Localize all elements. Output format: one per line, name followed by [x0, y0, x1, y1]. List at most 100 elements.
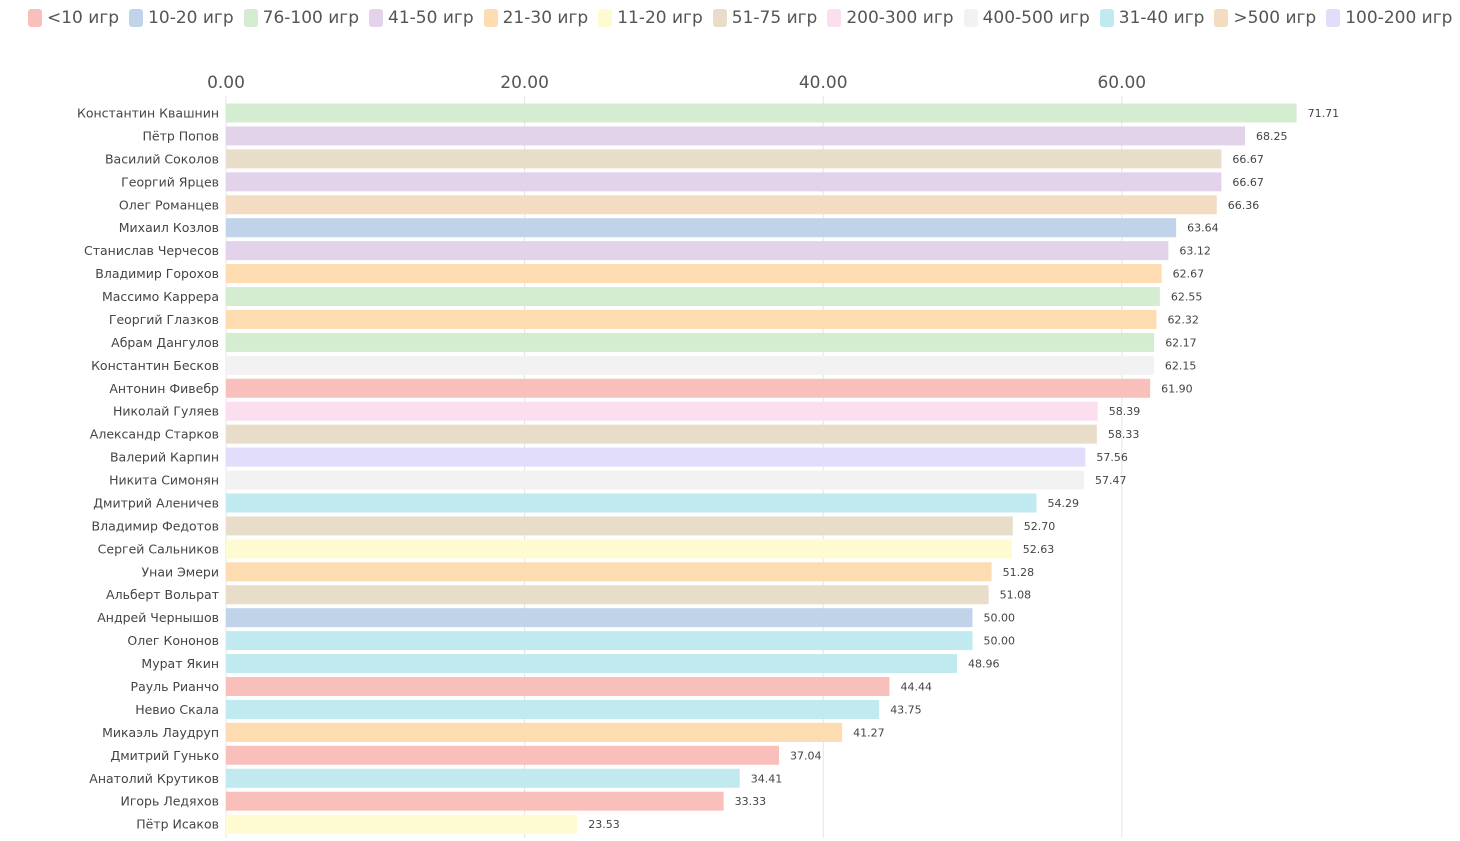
- bar[interactable]: [226, 287, 1160, 307]
- bar[interactable]: [226, 149, 1222, 169]
- category-label: Дмитрий Аленичев: [93, 495, 219, 510]
- category-label: Рауль Рианчо: [131, 679, 219, 694]
- legend-item[interactable]: 400-500 игр: [963, 8, 1090, 28]
- legend-item[interactable]: 41-50 игр: [369, 8, 474, 28]
- category-label: Владимир Горохов: [95, 266, 219, 281]
- legend-item[interactable]: 76-100 игр: [243, 8, 360, 28]
- category-label: Никита Симонян: [109, 473, 219, 488]
- bar[interactable]: [226, 241, 1169, 261]
- category-label: Антонин Фивебр: [109, 381, 219, 396]
- bar[interactable]: [226, 218, 1177, 238]
- x-tick-label: 20.00: [500, 73, 549, 93]
- legend-label: <10 игр: [47, 8, 120, 28]
- bar[interactable]: [226, 562, 992, 582]
- bar[interactable]: [226, 264, 1162, 284]
- chart-legend: <10 игр 10-20 игр 76-100 игр 41-50 игр 21-30…: [28, 8, 1460, 28]
- bar[interactable]: [226, 631, 973, 651]
- legend-item[interactable]: 51-75 игр: [712, 8, 818, 28]
- bar[interactable]: [226, 677, 890, 696]
- category-label: Унаи Эмери: [142, 564, 219, 579]
- value-label: 58.33: [1108, 428, 1140, 441]
- category-label: Абрам Дангулов: [111, 335, 219, 350]
- legend-label: 41-50 игр: [388, 8, 474, 28]
- bar[interactable]: [226, 585, 989, 605]
- category-label: Георгий Глазков: [109, 312, 219, 327]
- legend-item[interactable]: 11-20 игр: [598, 8, 703, 28]
- value-label: 52.70: [1024, 520, 1056, 533]
- legend-item[interactable]: 10-20 игр: [129, 8, 234, 28]
- value-label: 41.27: [853, 726, 885, 739]
- x-tick-label: 0.00: [207, 73, 245, 93]
- value-label: 63.12: [1179, 245, 1211, 258]
- legend-label: 400-500 игр: [982, 8, 1090, 28]
- legend-label: 76-100 игр: [262, 8, 360, 28]
- bar[interactable]: [226, 172, 1222, 192]
- value-label: 66.67: [1232, 176, 1264, 189]
- category-label: Михаил Козлов: [119, 220, 219, 235]
- value-label: 66.36: [1228, 199, 1260, 212]
- category-label: Пётр Попов: [142, 128, 219, 143]
- category-label: Валерий Карпин: [110, 450, 219, 465]
- category-label: Пётр Исаков: [136, 817, 219, 832]
- category-label: Николай Гуляев: [113, 404, 219, 419]
- bar[interactable]: [226, 309, 1157, 329]
- bar[interactable]: [226, 103, 1297, 123]
- legend-item[interactable]: 21-30 игр: [483, 8, 588, 28]
- x-tick-label: 40.00: [799, 73, 848, 93]
- bar[interactable]: [226, 470, 1085, 490]
- bar[interactable]: [226, 654, 957, 674]
- value-label: 63.64: [1187, 222, 1219, 235]
- bar[interactable]: [226, 699, 880, 719]
- bar[interactable]: [226, 355, 1154, 375]
- bar[interactable]: [226, 447, 1086, 467]
- value-label: 68.25: [1256, 130, 1288, 143]
- legend-item[interactable]: 100-200 игр: [1326, 8, 1452, 28]
- legend-swatch: [827, 9, 842, 27]
- legend-item[interactable]: 31-40 игр: [1099, 8, 1204, 28]
- bar[interactable]: [226, 401, 1098, 421]
- value-label: 33.33: [735, 795, 767, 808]
- bar[interactable]: [226, 493, 1037, 513]
- bar[interactable]: [226, 195, 1217, 215]
- legend-swatch: [1214, 9, 1229, 27]
- bar[interactable]: [226, 126, 1245, 146]
- category-label: Василий Соколов: [105, 151, 219, 166]
- value-label: 62.67: [1173, 268, 1205, 281]
- bar[interactable]: [226, 424, 1097, 444]
- legend-swatch: [598, 9, 613, 27]
- legend-label: 10-20 игр: [148, 8, 234, 28]
- category-label: Сергей Сальников: [98, 541, 219, 556]
- category-label: Мурат Якин: [141, 656, 219, 671]
- category-label: Станислав Черчесов: [84, 243, 219, 258]
- category-label: Владимир Федотов: [92, 518, 220, 533]
- legend-swatch: [1326, 9, 1341, 27]
- category-label: Константин Квашнин: [77, 106, 219, 121]
- bar[interactable]: [226, 768, 740, 788]
- legend-swatch: [369, 9, 384, 27]
- bar[interactable]: [226, 722, 843, 742]
- bar[interactable]: [226, 378, 1151, 398]
- value-label: 62.32: [1167, 313, 1199, 326]
- bar[interactable]: [226, 516, 1013, 536]
- bar[interactable]: [226, 332, 1155, 352]
- bar[interactable]: [226, 791, 724, 811]
- legend-label: 51-75 игр: [731, 8, 818, 28]
- bar[interactable]: [226, 539, 1012, 559]
- legend-label: 200-300 игр: [846, 8, 954, 28]
- legend-label: >500 игр: [1233, 8, 1317, 28]
- legend-label: 11-20 игр: [617, 8, 703, 28]
- value-label: 50.00: [984, 635, 1016, 648]
- legend-item[interactable]: <10 игр: [28, 8, 119, 28]
- bar[interactable]: [226, 745, 780, 765]
- value-label: 62.17: [1165, 336, 1197, 349]
- value-label: 51.28: [1003, 566, 1034, 579]
- value-label: 54.29: [1048, 497, 1080, 510]
- legend-swatch: [963, 9, 978, 27]
- legend-item[interactable]: >500 игр: [1214, 8, 1316, 28]
- legend-item[interactable]: 200-300 игр: [827, 8, 954, 28]
- value-label: 50.00: [984, 612, 1016, 625]
- category-label: Дмитрий Гунько: [110, 748, 219, 763]
- bar[interactable]: [226, 608, 973, 628]
- bar[interactable]: [226, 814, 578, 834]
- bar-layer: [226, 103, 1297, 834]
